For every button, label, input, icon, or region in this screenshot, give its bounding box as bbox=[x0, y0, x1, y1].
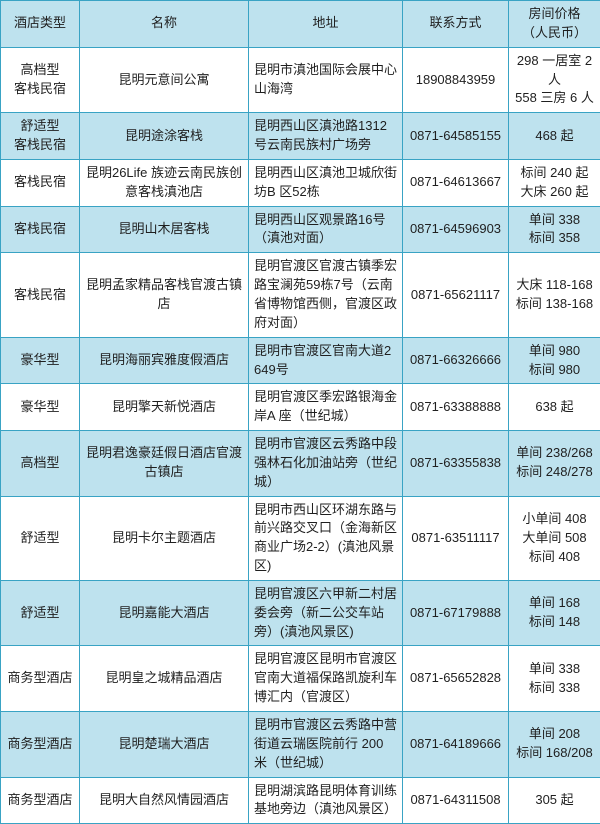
hotel-type-cell: 高档型 bbox=[1, 431, 80, 497]
hotel-name-cell: 昆明26Life 族迹云南民族创意客栈滇池店 bbox=[80, 159, 249, 206]
hotel-type-cell: 舒适型 bbox=[1, 580, 80, 646]
hotel-name-cell: 昆明途涂客栈 bbox=[80, 113, 249, 160]
hotel-type-cell: 客栈民宿 bbox=[1, 253, 80, 337]
hotel-address-cell: 昆明官渡区昆明市官渡区官南大道福保路凯旋利车博汇内（官渡区） bbox=[249, 646, 403, 712]
hotel-price-cell: 298 一居室 2人 558 三房 6 人 bbox=[509, 47, 600, 113]
hotel-type-cell: 高档型 客栈民宿 bbox=[1, 47, 80, 113]
table-row: 高档型 客栈民宿 昆明元意间公寓 昆明市滇池国际会展中心山海湾 18908843… bbox=[1, 47, 600, 113]
hotel-phone-cell: 0871-64585155 bbox=[403, 113, 509, 160]
hotel-address-cell: 昆明西山区观景路16号（滇池对面） bbox=[249, 206, 403, 253]
table-row: 高档型 昆明君逸豪廷假日酒店官渡古镇店 昆明市官渡区云秀路中段强林石化加油站旁（… bbox=[1, 431, 600, 497]
hotel-phone-cell: 0871-64613667 bbox=[403, 159, 509, 206]
hotel-phone-cell: 0871-64311508 bbox=[403, 777, 509, 824]
hotel-price-cell: 大床 118-168 标间 138-168 bbox=[509, 253, 600, 337]
table-row: 舒适型 昆明嘉能大酒店 昆明官渡区六甲新二村居委会旁（新二公交车站旁）(滇池风景… bbox=[1, 580, 600, 646]
hotel-phone-cell: 0871-63388888 bbox=[403, 384, 509, 431]
header-hotel-address: 地址 bbox=[249, 1, 403, 48]
hotel-name-cell: 昆明嘉能大酒店 bbox=[80, 580, 249, 646]
hotel-price-cell: 小单间 408 大单间 508 标间 408 bbox=[509, 496, 600, 580]
table-row: 豪华型 昆明擎天新悦酒店 昆明官渡区季宏路银海金岸A 座（世纪城） 0871-6… bbox=[1, 384, 600, 431]
table-row: 商务型酒店 昆明楚瑞大酒店 昆明市官渡区云秀路中营街道云瑞医院前行 200 米（… bbox=[1, 712, 600, 778]
table-row: 豪华型 昆明海丽宾雅度假酒店 昆明市官渡区官南大道2649号 0871-6632… bbox=[1, 337, 600, 384]
hotel-name-cell: 昆明卡尔主题酒店 bbox=[80, 496, 249, 580]
hotel-type-cell: 商务型酒店 bbox=[1, 712, 80, 778]
hotel-type-cell: 商务型酒店 bbox=[1, 777, 80, 824]
hotel-phone-cell: 0871-66326666 bbox=[403, 337, 509, 384]
table-row: 商务型酒店 昆明大自然风情园酒店 昆明湖滨路昆明体育训练基地旁边（滇池风景区） … bbox=[1, 777, 600, 824]
hotel-type-cell: 商务型酒店 bbox=[1, 646, 80, 712]
hotel-address-cell: 昆明市官渡区云秀路中段强林石化加油站旁（世纪城） bbox=[249, 431, 403, 497]
table-row: 客栈民宿 昆明26Life 族迹云南民族创意客栈滇池店 昆明西山区滇池卫城欣街坊… bbox=[1, 159, 600, 206]
header-hotel-phone: 联系方式 bbox=[403, 1, 509, 48]
hotel-phone-cell: 0871-64596903 bbox=[403, 206, 509, 253]
hotel-type-cell: 舒适型 客栈民宿 bbox=[1, 113, 80, 160]
hotel-address-cell: 昆明西山区滇池卫城欣街坊B 区52栋 bbox=[249, 159, 403, 206]
hotel-address-cell: 昆明市官渡区官南大道2649号 bbox=[249, 337, 403, 384]
hotel-type-cell: 豪华型 bbox=[1, 337, 80, 384]
hotel-phone-cell: 18908843959 bbox=[403, 47, 509, 113]
hotel-price-cell: 单间 168 标间 148 bbox=[509, 580, 600, 646]
hotel-phone-cell: 0871-63511117 bbox=[403, 496, 509, 580]
hotel-name-cell: 昆明孟家精品客栈官渡古镇店 bbox=[80, 253, 249, 337]
hotel-name-cell: 昆明擎天新悦酒店 bbox=[80, 384, 249, 431]
hotel-name-cell: 昆明楚瑞大酒店 bbox=[80, 712, 249, 778]
hotel-name-cell: 昆明山木居客栈 bbox=[80, 206, 249, 253]
hotel-phone-cell: 0871-65621117 bbox=[403, 253, 509, 337]
hotel-type-cell: 客栈民宿 bbox=[1, 206, 80, 253]
hotel-price-cell: 单间 338 标间 358 bbox=[509, 206, 600, 253]
table-header-row: 酒店类型 名称 地址 联系方式 房间价格 （人民币） bbox=[1, 1, 600, 48]
hotel-address-cell: 昆明市滇池国际会展中心山海湾 bbox=[249, 47, 403, 113]
hotel-phone-cell: 0871-64189666 bbox=[403, 712, 509, 778]
hotel-price-cell: 305 起 bbox=[509, 777, 600, 824]
hotel-price-cell: 638 起 bbox=[509, 384, 600, 431]
hotel-type-cell: 客栈民宿 bbox=[1, 159, 80, 206]
hotel-name-cell: 昆明大自然风情园酒店 bbox=[80, 777, 249, 824]
hotel-price-cell: 单间 238/268 标间 248/278 bbox=[509, 431, 600, 497]
hotel-phone-cell: 0871-65652828 bbox=[403, 646, 509, 712]
hotel-address-cell: 昆明市西山区环湖东路与前兴路交叉口（金海新区商业广场2-2）(滇池风景区) bbox=[249, 496, 403, 580]
header-room-price: 房间价格 （人民币） bbox=[509, 1, 600, 48]
hotel-price-cell: 468 起 bbox=[509, 113, 600, 160]
table-row: 客栈民宿 昆明山木居客栈 昆明西山区观景路16号（滇池对面） 0871-6459… bbox=[1, 206, 600, 253]
hotel-name-cell: 昆明君逸豪廷假日酒店官渡古镇店 bbox=[80, 431, 249, 497]
table-body: 高档型 客栈民宿 昆明元意间公寓 昆明市滇池国际会展中心山海湾 18908843… bbox=[1, 47, 600, 824]
hotel-address-cell: 昆明西山区滇池路1312号云南民族村广场旁 bbox=[249, 113, 403, 160]
table-row: 舒适型 客栈民宿 昆明途涂客栈 昆明西山区滇池路1312号云南民族村广场旁 08… bbox=[1, 113, 600, 160]
hotel-price-cell: 单间 208 标间 168/208 bbox=[509, 712, 600, 778]
hotel-type-cell: 舒适型 bbox=[1, 496, 80, 580]
table-row: 舒适型 昆明卡尔主题酒店 昆明市西山区环湖东路与前兴路交叉口（金海新区商业广场2… bbox=[1, 496, 600, 580]
hotel-phone-cell: 0871-63355838 bbox=[403, 431, 509, 497]
hotel-address-cell: 昆明市官渡区云秀路中营街道云瑞医院前行 200 米（世纪城） bbox=[249, 712, 403, 778]
hotel-price-cell: 单间 338 标间 338 bbox=[509, 646, 600, 712]
hotel-name-cell: 昆明元意间公寓 bbox=[80, 47, 249, 113]
header-hotel-type: 酒店类型 bbox=[1, 1, 80, 48]
header-hotel-name: 名称 bbox=[80, 1, 249, 48]
hotel-address-cell: 昆明官渡区六甲新二村居委会旁（新二公交车站旁）(滇池风景区) bbox=[249, 580, 403, 646]
table-row: 客栈民宿 昆明孟家精品客栈官渡古镇店 昆明官渡区官渡古镇季宏路宝澜苑59栋7号（… bbox=[1, 253, 600, 337]
hotel-type-cell: 豪华型 bbox=[1, 384, 80, 431]
hotel-address-cell: 昆明官渡区季宏路银海金岸A 座（世纪城） bbox=[249, 384, 403, 431]
hotel-name-cell: 昆明海丽宾雅度假酒店 bbox=[80, 337, 249, 384]
hotel-address-cell: 昆明官渡区官渡古镇季宏路宝澜苑59栋7号（云南省博物馆西侧，官渡区政府对面） bbox=[249, 253, 403, 337]
hotel-price-cell: 单间 980 标间 980 bbox=[509, 337, 600, 384]
hotel-price-cell: 标间 240 起 大床 260 起 bbox=[509, 159, 600, 206]
hotel-phone-cell: 0871-67179888 bbox=[403, 580, 509, 646]
hotel-name-cell: 昆明皇之城精品酒店 bbox=[80, 646, 249, 712]
hotel-address-cell: 昆明湖滨路昆明体育训练基地旁边（滇池风景区） bbox=[249, 777, 403, 824]
table-row: 商务型酒店 昆明皇之城精品酒店 昆明官渡区昆明市官渡区官南大道福保路凯旋利车博汇… bbox=[1, 646, 600, 712]
